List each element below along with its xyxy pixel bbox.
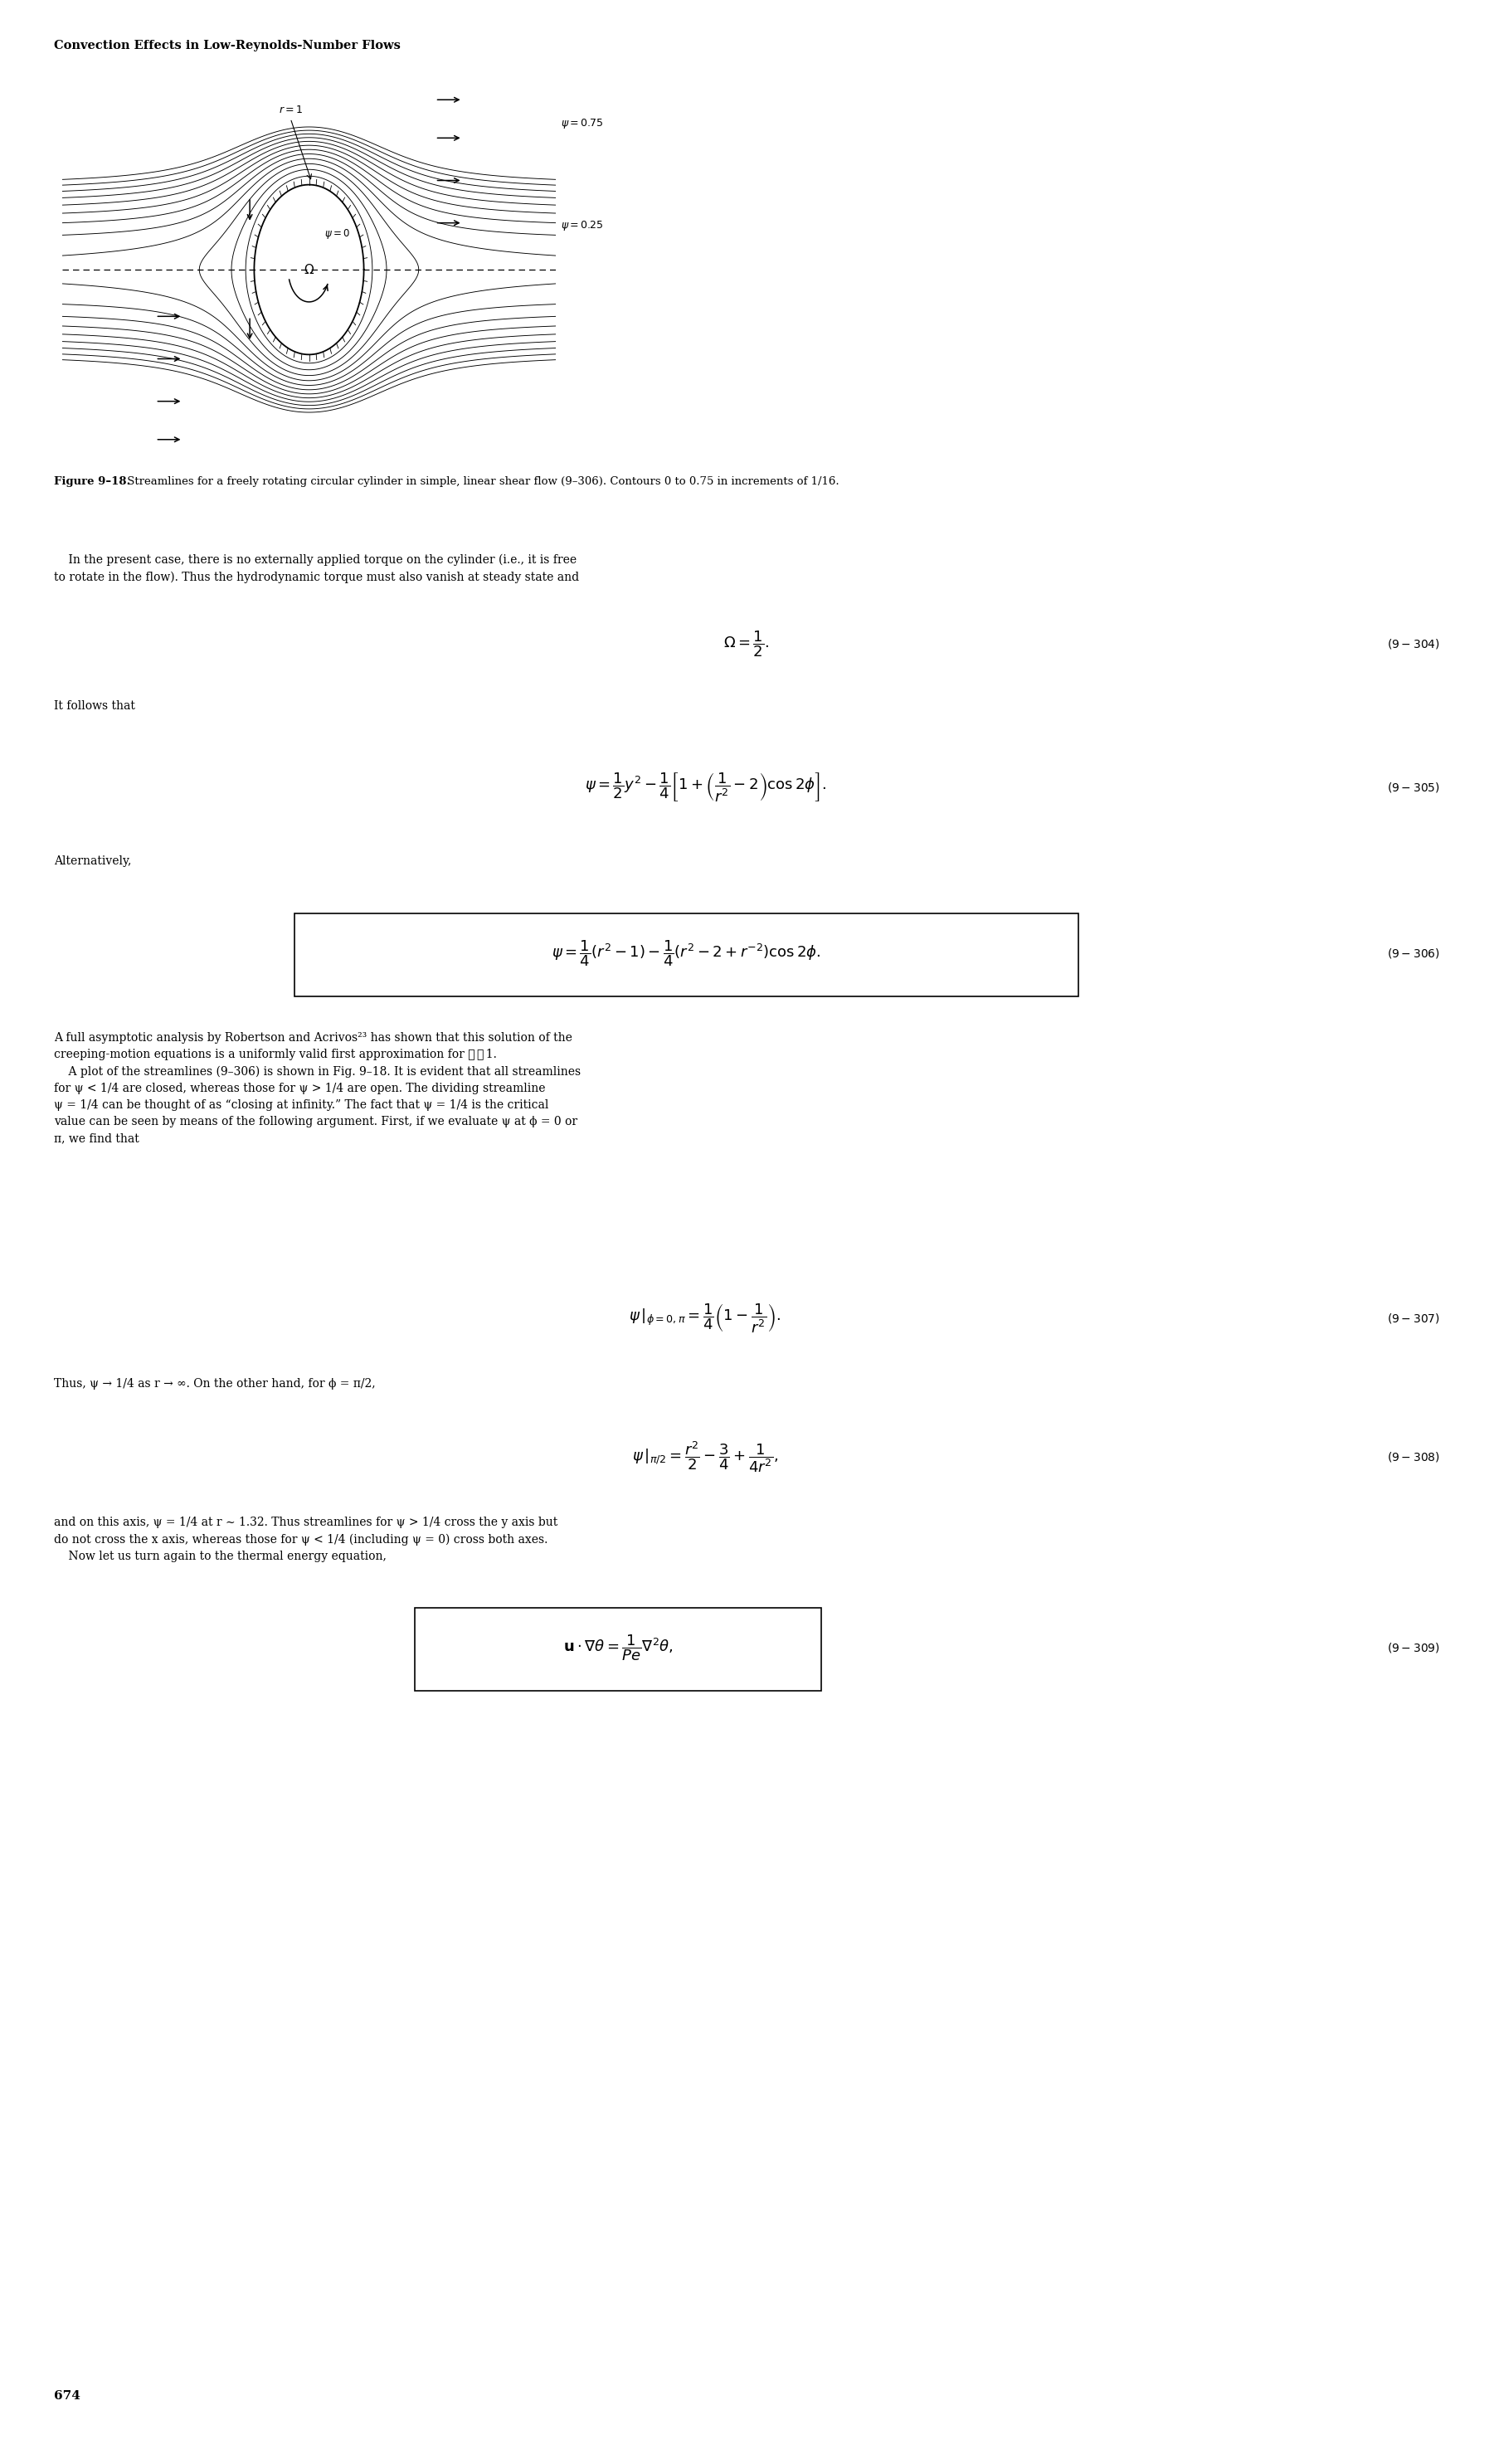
Text: $(9-305)$: $(9-305)$ bbox=[1386, 781, 1440, 793]
Text: $\psi = \dfrac{1}{2}y^2 - \dfrac{1}{4}\left[1 + \left(\dfrac{1}{r^2} - 2\right)\: $\psi = \dfrac{1}{2}y^2 - \dfrac{1}{4}\l… bbox=[584, 771, 826, 803]
Text: $\Omega$: $\Omega$ bbox=[303, 264, 314, 276]
Text: $(9-308)$: $(9-308)$ bbox=[1386, 1451, 1440, 1464]
Text: Alternatively,: Alternatively, bbox=[54, 855, 131, 867]
Text: In the present case, there is no externally applied torque on the cylinder (i.e.: In the present case, there is no externa… bbox=[54, 554, 580, 584]
Text: $\psi = 0.25$: $\psi = 0.25$ bbox=[560, 219, 604, 232]
Text: $r = 1$: $r = 1$ bbox=[279, 103, 303, 116]
Text: and on this axis, ψ = 1/4 at r ∼ 1.32. Thus streamlines for ψ > 1/4 cross the y : and on this axis, ψ = 1/4 at r ∼ 1.32. T… bbox=[54, 1515, 557, 1562]
FancyBboxPatch shape bbox=[415, 1609, 822, 1690]
Text: $\mathbf{u} \cdot \nabla\theta = \dfrac{1}{Pe}\nabla^2\theta,$: $\mathbf{u} \cdot \nabla\theta = \dfrac{… bbox=[563, 1634, 672, 1663]
Text: Thus, ψ → 1/4 as r → ∞. On the other hand, for ϕ = π/2,: Thus, ψ → 1/4 as r → ∞. On the other han… bbox=[54, 1377, 375, 1390]
FancyBboxPatch shape bbox=[294, 914, 1079, 995]
Text: A full asymptotic analysis by Robertson and Acrivos²³ has shown that this soluti: A full asymptotic analysis by Robertson … bbox=[54, 1032, 581, 1143]
Text: $\psi = 0.75$: $\psi = 0.75$ bbox=[560, 116, 604, 131]
Text: 674: 674 bbox=[54, 2390, 81, 2402]
Text: $(9-307)$: $(9-307)$ bbox=[1386, 1311, 1440, 1326]
Text: $(9-309)$: $(9-309)$ bbox=[1386, 1641, 1440, 1653]
Text: Figure 9–18.: Figure 9–18. bbox=[54, 476, 130, 488]
Text: $\psi\,|_{\phi=0,\pi} = \dfrac{1}{4}\left(1 - \dfrac{1}{r^2}\right).$: $\psi\,|_{\phi=0,\pi} = \dfrac{1}{4}\lef… bbox=[629, 1301, 781, 1335]
Text: $\psi = \dfrac{1}{4}(r^2 - 1) - \dfrac{1}{4}(r^2 - 2 + r^{-2})\cos 2\phi.$: $\psi = \dfrac{1}{4}(r^2 - 1) - \dfrac{1… bbox=[551, 939, 820, 968]
Text: $\psi\,|_{\pi/2} = \dfrac{r^2}{2} - \dfrac{3}{4} + \dfrac{1}{4r^2},$: $\psi\,|_{\pi/2} = \dfrac{r^2}{2} - \dfr… bbox=[632, 1439, 778, 1473]
Text: $\Omega = \dfrac{1}{2}.$: $\Omega = \dfrac{1}{2}.$ bbox=[723, 628, 769, 658]
Text: $\psi = 0$: $\psi = 0$ bbox=[324, 227, 350, 241]
Text: $(9-304)$: $(9-304)$ bbox=[1386, 638, 1440, 650]
Text: It follows that: It follows that bbox=[54, 700, 134, 712]
Text: Convection Effects in Low-Reynolds-Number Flows: Convection Effects in Low-Reynolds-Numbe… bbox=[54, 39, 400, 52]
Text: Streamlines for a freely rotating circular cylinder in simple, linear shear flow: Streamlines for a freely rotating circul… bbox=[124, 476, 840, 488]
Text: $(9-306)$: $(9-306)$ bbox=[1386, 946, 1440, 961]
